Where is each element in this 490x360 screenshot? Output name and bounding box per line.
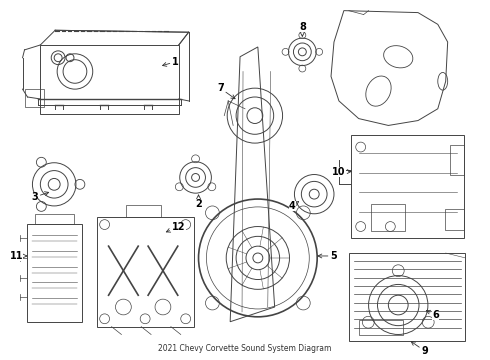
Bar (359, 320, 403, 336)
Bar (35, 214, 74, 224)
Bar (126, 205, 161, 217)
Bar (97, 217, 194, 327)
Text: 5: 5 (318, 251, 337, 261)
Bar (450, 145, 465, 175)
Text: 12: 12 (166, 221, 186, 232)
Text: 3: 3 (31, 192, 49, 202)
Text: 7: 7 (217, 83, 235, 99)
Text: 6: 6 (426, 310, 439, 320)
Text: 10: 10 (332, 167, 351, 176)
Text: 2: 2 (195, 195, 202, 209)
Text: 1: 1 (163, 57, 179, 67)
Text: 2021 Chevy Corvette Sound System Diagram: 2021 Chevy Corvette Sound System Diagram (158, 344, 332, 353)
Text: 8: 8 (299, 22, 306, 36)
Text: 11: 11 (10, 251, 27, 261)
Bar (370, 204, 405, 231)
Bar (24, 89, 44, 107)
Bar (40, 45, 179, 114)
Text: 9: 9 (411, 342, 428, 356)
Bar (349, 253, 466, 341)
Bar (27, 224, 82, 322)
Bar (445, 209, 465, 230)
Text: 4: 4 (289, 201, 298, 211)
Bar (351, 135, 465, 238)
